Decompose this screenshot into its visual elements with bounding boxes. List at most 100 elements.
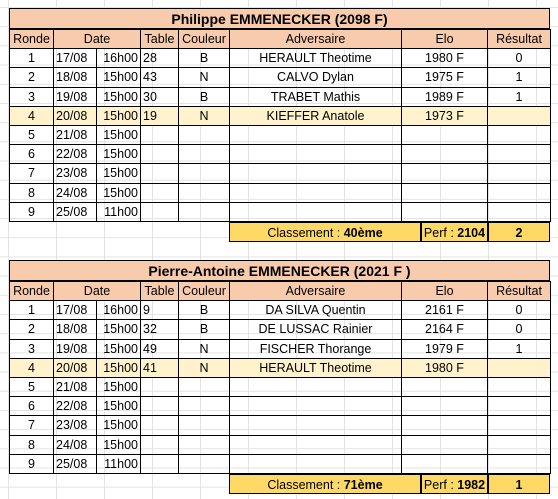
cell-table[interactable]: [140, 434, 179, 455]
cell-elo[interactable]: [401, 144, 488, 165]
cell-resultat[interactable]: [487, 144, 551, 165]
cell-table[interactable]: [140, 201, 179, 222]
cell-adversaire[interactable]: [229, 396, 402, 417]
header-ronde[interactable]: Ronde: [9, 28, 54, 50]
cell-table[interactable]: [140, 415, 179, 436]
cell-date[interactable]: 23/08: [53, 415, 97, 436]
cell-heure[interactable]: 11h00: [96, 201, 141, 222]
cell-couleur[interactable]: [178, 201, 230, 222]
cell-adversaire[interactable]: [229, 453, 402, 474]
header-adversaire[interactable]: Adversaire: [229, 28, 402, 50]
cell-elo[interactable]: 1973 F: [401, 105, 488, 126]
cell-elo[interactable]: 1979 F: [401, 338, 488, 359]
cell-date[interactable]: 20/08: [53, 357, 97, 378]
cell-elo[interactable]: [401, 453, 488, 474]
cell-couleur[interactable]: [178, 144, 230, 165]
cell-couleur[interactable]: B: [178, 48, 230, 69]
cell-table[interactable]: [140, 182, 179, 203]
header-ronde[interactable]: Ronde: [9, 280, 54, 302]
header-date[interactable]: Date: [53, 280, 141, 302]
cell-couleur[interactable]: [178, 182, 230, 203]
cell-resultat[interactable]: [487, 163, 551, 184]
header-resultat[interactable]: Résultat: [487, 28, 551, 50]
cell-ronde[interactable]: 4: [9, 357, 54, 378]
cell-heure[interactable]: 15h00: [96, 67, 141, 88]
cell-adversaire[interactable]: [229, 201, 402, 222]
header-elo[interactable]: Elo: [401, 280, 488, 302]
cell-elo[interactable]: 1980 F: [401, 357, 488, 378]
cell-ronde[interactable]: 3: [9, 86, 54, 107]
player-title[interactable]: Pierre-Antoine EMMENECKER (2021 F ): [9, 260, 550, 281]
cell-heure[interactable]: 15h00: [96, 86, 141, 107]
cell-couleur[interactable]: B: [178, 300, 230, 321]
cell-resultat[interactable]: [487, 105, 551, 126]
cell-couleur[interactable]: [178, 376, 230, 398]
cell-adversaire[interactable]: HERAULT Theotime: [229, 48, 402, 69]
cell-date[interactable]: 25/08: [53, 201, 97, 222]
perf-cell[interactable]: Perf : 2104: [421, 221, 488, 242]
cell-couleur[interactable]: N: [178, 105, 230, 126]
cell-resultat[interactable]: 0: [487, 319, 551, 340]
score-cell[interactable]: 1: [488, 473, 550, 494]
cell-date[interactable]: 22/08: [53, 144, 97, 165]
cell-ronde[interactable]: 1: [9, 48, 54, 69]
cell-adversaire[interactable]: FISCHER Thorange: [229, 338, 402, 359]
cell-resultat[interactable]: [487, 434, 551, 455]
cell-adversaire[interactable]: [229, 434, 402, 455]
cell-adversaire[interactable]: CALVO Dylan: [229, 67, 402, 88]
cell-heure[interactable]: 16h00: [96, 300, 141, 321]
cell-resultat[interactable]: [487, 182, 551, 203]
cell-adversaire[interactable]: [229, 163, 402, 184]
cell-ronde[interactable]: 8: [9, 434, 54, 455]
cell-adversaire[interactable]: [229, 124, 402, 146]
cell-heure[interactable]: 15h00: [96, 144, 141, 165]
cell-date[interactable]: 23/08: [53, 163, 97, 184]
cell-heure[interactable]: 15h00: [96, 124, 141, 146]
cell-resultat[interactable]: [487, 357, 551, 378]
classement-cell[interactable]: Classement : 71ème: [229, 473, 421, 494]
cell-ronde[interactable]: 6: [9, 144, 54, 165]
cell-resultat[interactable]: 0: [487, 48, 551, 69]
cell-date[interactable]: 17/08: [53, 48, 97, 69]
cell-resultat[interactable]: [487, 201, 551, 222]
cell-date[interactable]: 17/08: [53, 300, 97, 321]
cell-adversaire[interactable]: TRABET Mathis: [229, 86, 402, 107]
cell-adversaire[interactable]: DA SILVA Quentin: [229, 300, 402, 321]
cell-elo[interactable]: [401, 163, 488, 184]
cell-table[interactable]: 30: [140, 86, 179, 107]
cell-table[interactable]: 9: [140, 300, 179, 321]
cell-date[interactable]: 19/08: [53, 86, 97, 107]
cell-heure[interactable]: 15h00: [96, 163, 141, 184]
cell-couleur[interactable]: [178, 453, 230, 474]
cell-table[interactable]: [140, 163, 179, 184]
cell-heure[interactable]: 15h00: [96, 415, 141, 436]
cell-couleur[interactable]: N: [178, 67, 230, 88]
cell-elo[interactable]: [401, 396, 488, 417]
cell-resultat[interactable]: 1: [487, 67, 551, 88]
cell-heure[interactable]: 15h00: [96, 182, 141, 203]
player-title[interactable]: Philippe EMMENECKER (2098 F): [9, 8, 550, 29]
cell-elo[interactable]: [401, 182, 488, 203]
header-date[interactable]: Date: [53, 28, 141, 50]
cell-adversaire[interactable]: DE LUSSAC Rainier: [229, 319, 402, 340]
cell-adversaire[interactable]: KIEFFER Anatole: [229, 105, 402, 126]
cell-elo[interactable]: [401, 124, 488, 146]
perf-cell[interactable]: Perf : 1982: [421, 473, 488, 494]
cell-ronde[interactable]: 3: [9, 338, 54, 359]
cell-ronde[interactable]: 9: [9, 453, 54, 474]
cell-date[interactable]: 24/08: [53, 434, 97, 455]
cell-date[interactable]: 18/08: [53, 319, 97, 340]
cell-table[interactable]: [140, 396, 179, 417]
cell-table[interactable]: 19: [140, 105, 179, 126]
header-adversaire[interactable]: Adversaire: [229, 280, 402, 302]
cell-elo[interactable]: 1989 F: [401, 86, 488, 107]
cell-table[interactable]: 41: [140, 357, 179, 378]
cell-table[interactable]: 49: [140, 338, 179, 359]
cell-resultat[interactable]: [487, 396, 551, 417]
cell-adversaire[interactable]: [229, 415, 402, 436]
cell-ronde[interactable]: 9: [9, 201, 54, 222]
cell-resultat[interactable]: 0: [487, 300, 551, 321]
cell-couleur[interactable]: N: [178, 338, 230, 359]
cell-date[interactable]: 22/08: [53, 396, 97, 417]
cell-table[interactable]: [140, 144, 179, 165]
